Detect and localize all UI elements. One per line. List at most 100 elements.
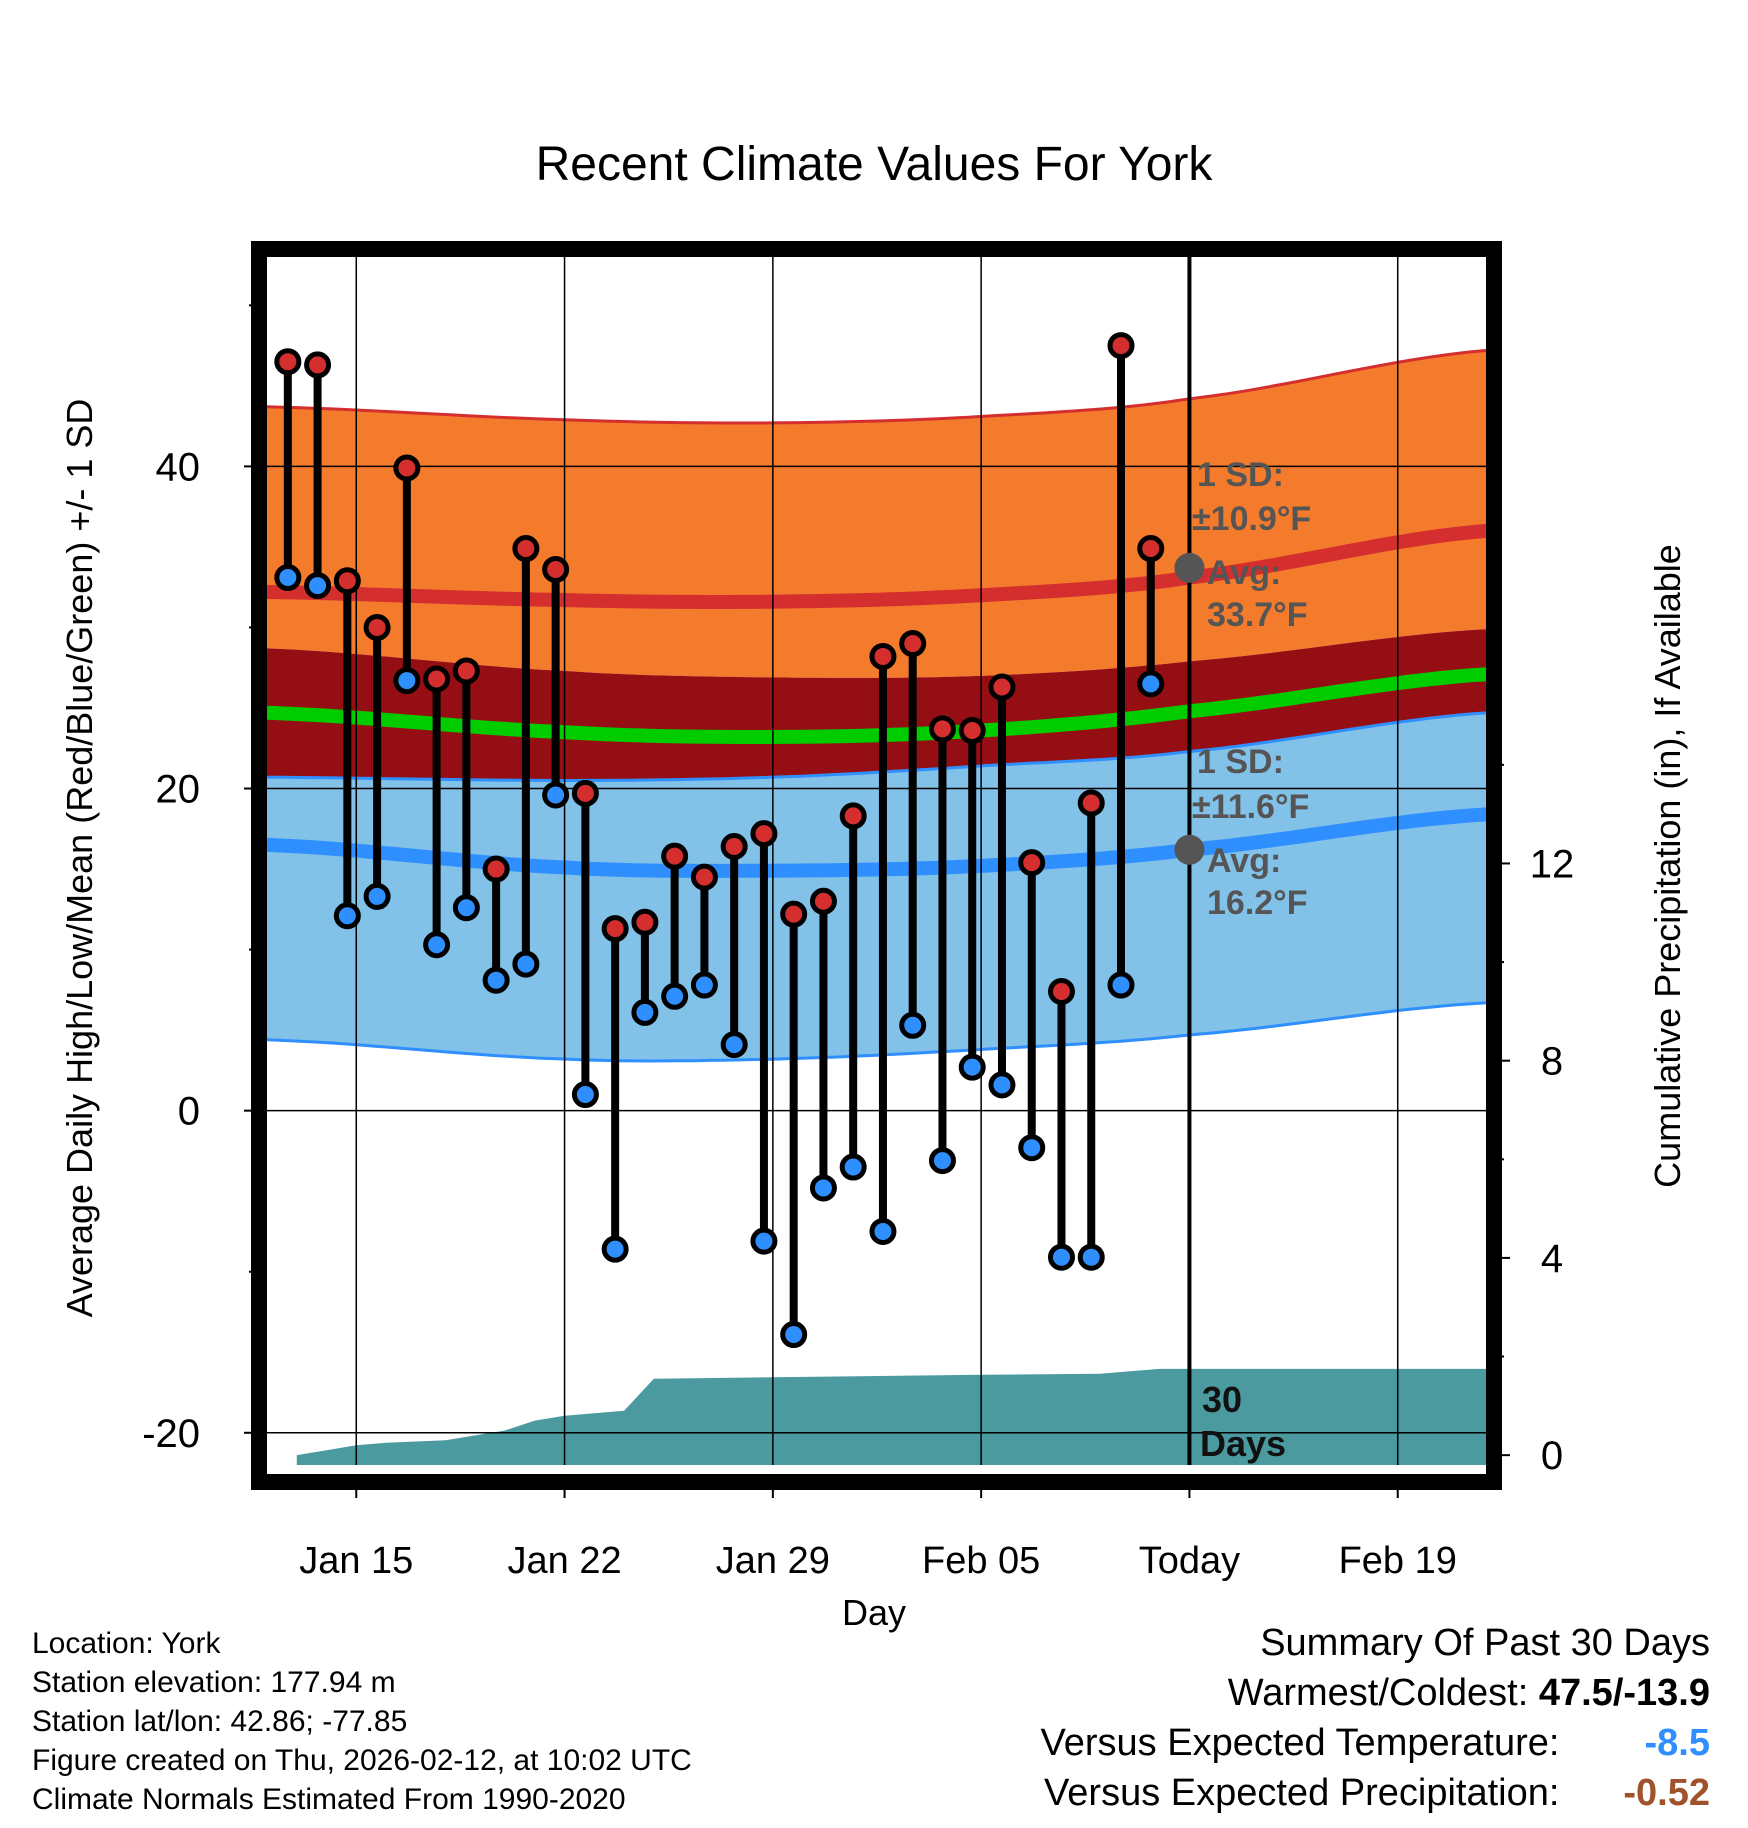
y2-tick-label: 0 [1541, 1434, 1563, 1478]
low-point [958, 1053, 986, 1081]
today-low-avg-marker [1174, 834, 1205, 865]
low-point [423, 931, 451, 959]
precipitation-area [296, 1368, 1487, 1465]
x-tick-label: Jan 29 [716, 1540, 830, 1582]
low-sd-label: 1 SD: [1197, 743, 1284, 781]
day-stick [482, 855, 510, 994]
y2-axis-label: Cumulative Precipitation (in), If Availa… [1647, 544, 1688, 1188]
x-axis-label: Day [842, 1592, 906, 1633]
day-stick [601, 915, 629, 1263]
x-tick-label: Jan 15 [299, 1540, 413, 1582]
low-point [542, 781, 570, 809]
day-stick [958, 717, 986, 1081]
high-point [661, 842, 689, 870]
high-sd-label: 1 SD: [1197, 456, 1284, 494]
x-tick-label: Feb 19 [1339, 1540, 1457, 1582]
high-point [928, 715, 956, 743]
high-point [571, 779, 599, 807]
low-point [928, 1147, 956, 1175]
day-stick [839, 802, 867, 1181]
grid [267, 257, 1487, 1465]
high-point [720, 833, 748, 861]
low-avg-value: 16.2°F [1207, 884, 1308, 922]
high-point [274, 348, 302, 376]
low-point [1018, 1134, 1046, 1162]
summary-temp-row: Versus Expected Temperature: -8.5 [1041, 1722, 1710, 1772]
high-point [1077, 789, 1105, 817]
high-avg-label: Avg: [1207, 554, 1281, 592]
y2-tick-label: 8 [1541, 1040, 1563, 1084]
low-sd-lower-edge [267, 1001, 1487, 1063]
low-point [1077, 1243, 1105, 1271]
high-sd-value: ±10.9°F [1192, 500, 1311, 538]
day-stick [512, 535, 540, 978]
low-point [482, 966, 510, 994]
day-stick [1077, 789, 1105, 1271]
high-sd-upper-edge [267, 348, 1487, 425]
summary-title: Summary Of Past 30 Days [1260, 1622, 1710, 1664]
warmest-label: Warmest/Coldest: [1227, 1672, 1529, 1714]
high-point [542, 555, 570, 583]
low-point [1047, 1243, 1075, 1271]
high-point [1018, 849, 1046, 877]
low-point [571, 1081, 599, 1109]
day-stick [274, 348, 302, 592]
day-stick [690, 863, 718, 999]
low-point [899, 1011, 927, 1039]
high-point [750, 820, 778, 848]
chart-title: Recent Climate Values For York [536, 138, 1214, 191]
low-point [363, 882, 391, 910]
x-tick-label: Feb 05 [922, 1540, 1040, 1582]
low-point [720, 1031, 748, 1059]
today-high-avg-marker [1174, 552, 1205, 583]
day-stick [661, 842, 689, 1010]
high-point [958, 717, 986, 745]
y-axis-label: Average Daily High/Low/Mean (Red/Blue/Gr… [59, 399, 100, 1318]
x-tick-label: Today [1139, 1540, 1240, 1582]
warmest-value: 47.5/-13.9 [1538, 1672, 1710, 1714]
low-point [661, 982, 689, 1010]
low-sd-value: ±11.6°F [1192, 788, 1309, 826]
day-stick [1047, 977, 1075, 1271]
low-point [333, 902, 361, 930]
high-point [363, 613, 391, 641]
low-point [393, 667, 421, 695]
y2-tick-label: 12 [1530, 842, 1575, 886]
day-stick [423, 665, 451, 959]
day-stick [750, 820, 778, 1255]
low-point [274, 564, 302, 592]
footer-elevation: Station elevation: 177.94 m [32, 1666, 396, 1699]
days-word: Days [1200, 1423, 1286, 1464]
high-point [393, 454, 421, 482]
y2-tick-label: 4 [1541, 1237, 1563, 1281]
high-point [988, 673, 1016, 701]
high-point [452, 657, 480, 685]
low-point [601, 1235, 629, 1263]
day-stick [869, 642, 897, 1245]
low-point [1107, 971, 1135, 999]
day-stick [304, 351, 332, 600]
high-point [690, 863, 718, 891]
low-point [1137, 670, 1165, 698]
plot-area [267, 257, 1487, 1465]
low-point [809, 1174, 837, 1202]
summary-precip-row: Versus Expected Precipitation: -0.52 [1041, 1772, 1710, 1822]
daily-values [274, 332, 1165, 1349]
high-point [423, 665, 451, 693]
summary-warmest-row: Warmest/Coldest: 47.5/-13.9 [1041, 1672, 1710, 1722]
high-point [512, 535, 540, 563]
annotations: 1 SD: ±10.9°F Avg: 33.7°F 1 SD: ±11.6°F … [1192, 456, 1311, 1464]
summary-panel: Summary Of Past 30 Days Warmest/Coldest:… [1041, 1622, 1710, 1822]
high-point [899, 630, 927, 658]
today-markers [1174, 552, 1205, 865]
high-point [304, 351, 332, 379]
normal-high-line [267, 523, 1487, 609]
normal-low-line [267, 807, 1487, 878]
high-point [1047, 977, 1075, 1005]
low-point [631, 998, 659, 1026]
low-sd-band [267, 712, 1487, 1061]
footer-normals: Climate Normals Estimated From 1990-2020 [32, 1783, 626, 1816]
high-point [780, 900, 808, 928]
day-stick [333, 567, 361, 930]
